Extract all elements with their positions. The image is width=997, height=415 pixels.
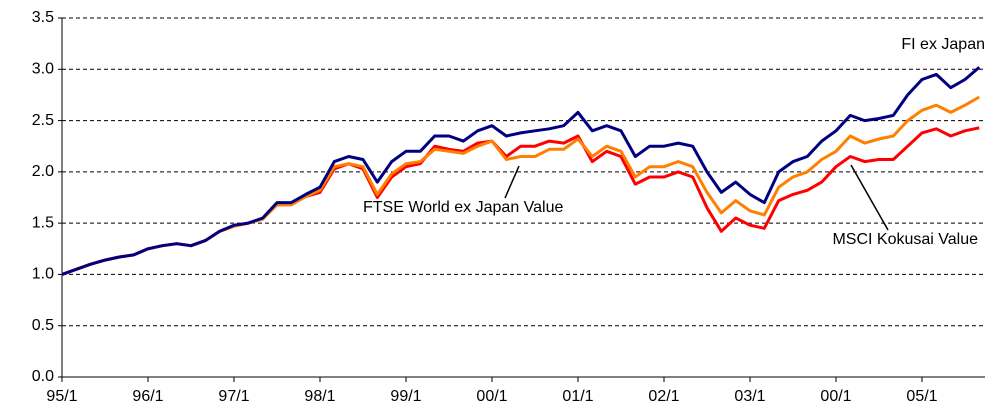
y-tick-label: 0.5 (32, 317, 54, 334)
series-annotation: FI ex Japan (901, 36, 985, 53)
x-tick-label: 05/1 (906, 388, 937, 405)
series-line (61, 66, 981, 276)
x-tick-label: 01/1 (562, 388, 593, 405)
x-tick-label: 96/1 (132, 388, 163, 405)
x-tick-label: 00/1 (476, 388, 507, 405)
x-tick-label: 97/1 (218, 388, 249, 405)
x-tick-label: 98/1 (304, 388, 335, 405)
y-tick-label: 3.0 (32, 61, 54, 78)
x-tick-label: 02/1 (648, 388, 679, 405)
x-tick-label: 00/1 (820, 388, 851, 405)
annotation-leader (504, 165, 520, 199)
y-tick-label: 1.5 (32, 214, 54, 231)
y-tick-label: 0.0 (32, 368, 54, 385)
x-tick-label: 03/1 (734, 388, 765, 405)
series-annotation: MSCI Kokusai Value (832, 231, 978, 248)
y-tick-label: 1.0 (32, 266, 54, 283)
series-annotation: FTSE World ex Japan Value (363, 199, 563, 216)
x-tick-label: 95/1 (46, 388, 77, 405)
y-tick-label: 2.0 (32, 163, 54, 180)
annotation-leader (850, 164, 889, 231)
x-tick-label: 99/1 (390, 388, 421, 405)
y-tick-label: 3.5 (32, 9, 54, 26)
y-tick-label: 2.5 (32, 112, 54, 129)
